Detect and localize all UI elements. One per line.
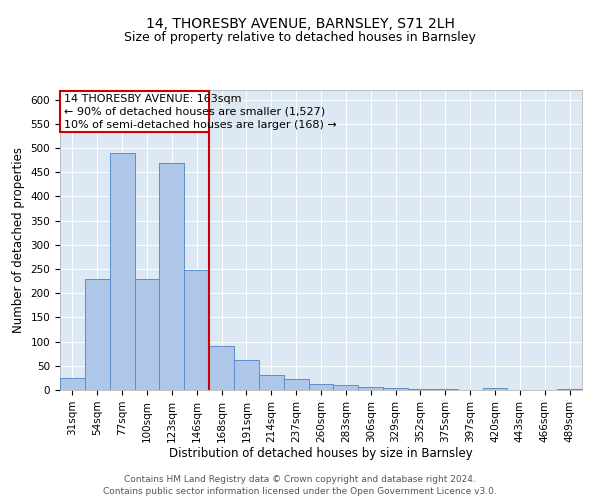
Bar	[234, 360, 259, 390]
Text: ← 90% of detached houses are smaller (1,527): ← 90% of detached houses are smaller (1,…	[64, 107, 325, 117]
Bar	[308, 384, 334, 390]
Bar	[60, 378, 85, 390]
Bar	[85, 278, 110, 390]
Text: 14 THORESBY AVENUE: 163sqm: 14 THORESBY AVENUE: 163sqm	[64, 94, 241, 104]
Bar	[259, 376, 284, 390]
Bar	[184, 270, 209, 390]
Bar	[408, 388, 433, 390]
Bar	[383, 388, 408, 390]
Text: 10% of semi-detached houses are larger (168) →: 10% of semi-detached houses are larger (…	[64, 120, 337, 130]
Y-axis label: Number of detached properties: Number of detached properties	[12, 147, 25, 333]
Bar	[160, 162, 184, 390]
Text: Size of property relative to detached houses in Barnsley: Size of property relative to detached ho…	[124, 31, 476, 44]
Bar	[557, 388, 582, 390]
Bar	[110, 153, 134, 390]
Text: 14, THORESBY AVENUE, BARNSLEY, S71 2LH: 14, THORESBY AVENUE, BARNSLEY, S71 2LH	[146, 18, 454, 32]
Bar	[433, 389, 458, 390]
Bar	[284, 380, 308, 390]
Bar	[334, 385, 358, 390]
Bar	[134, 278, 160, 390]
Text: Contains HM Land Registry data © Crown copyright and database right 2024.
Contai: Contains HM Land Registry data © Crown c…	[103, 474, 497, 496]
Bar	[482, 388, 508, 390]
Bar	[209, 346, 234, 390]
X-axis label: Distribution of detached houses by size in Barnsley: Distribution of detached houses by size …	[169, 448, 473, 460]
FancyBboxPatch shape	[60, 91, 209, 132]
Bar	[358, 386, 383, 390]
